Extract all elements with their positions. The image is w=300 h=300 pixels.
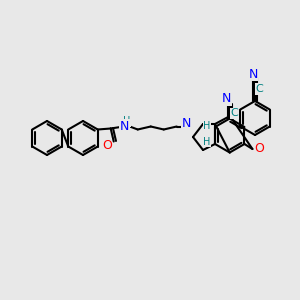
Text: C: C — [231, 109, 239, 118]
Text: O: O — [102, 139, 112, 152]
Text: H: H — [123, 116, 130, 127]
Text: H: H — [203, 137, 211, 147]
Text: N: N — [182, 117, 191, 130]
Text: N: N — [248, 68, 258, 80]
Text: N: N — [120, 120, 129, 133]
Text: C: C — [255, 84, 263, 94]
Text: H: H — [203, 121, 211, 131]
Text: O: O — [254, 142, 264, 155]
Text: N: N — [222, 92, 231, 105]
